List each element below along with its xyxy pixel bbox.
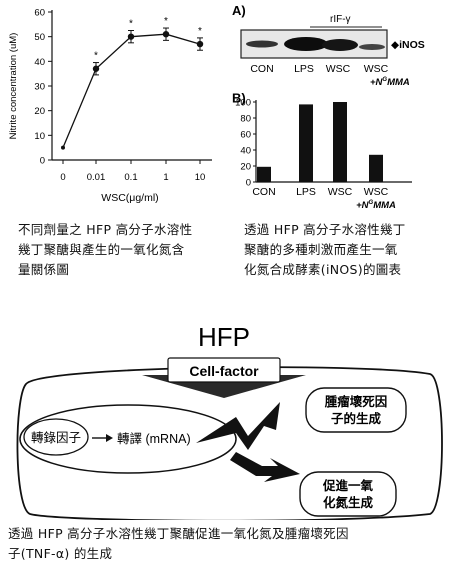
hfp-mechanism-diagram: HFP Cell-factor 轉錄因子 轉譯 (mRNA) 腫瘤壞死因 子的生… [16,322,443,520]
y-tick-label: 30 [34,82,45,93]
data-point [61,145,65,150]
caption-bottom-line: 透過 HFP 高分子水溶性幾丁聚醣促進一氧化氮及腫瘤壞死因 [8,526,349,541]
bar [299,104,313,182]
y-tick-label: 20 [240,162,251,173]
caption-left-line: 幾丁聚醣與產生的一氧化氮含 [18,242,185,257]
data-point [162,31,170,38]
x-tick-label: WSC [328,186,353,198]
y-tick-label: 80 [240,114,251,125]
bar [257,166,271,182]
y-tick-label: 20 [34,106,45,117]
blot-band-con [246,40,278,48]
caption-bottom-line: 子(TNF-α) 的生成 [8,546,113,561]
y-tick-label: 100 [235,98,251,109]
x-tick-label: 10 [195,172,206,183]
panel-label-b: B) [232,91,246,106]
treatment-label: rIF-γ [330,14,351,25]
y-tick-label: 60 [240,130,251,141]
arrow-to-tnf [196,402,280,450]
y-tick-label: 50 [34,32,45,43]
caption-right-line: 聚醣的多種刺激而產生一氧 [244,242,398,257]
y-tick-label: 10 [34,131,45,142]
bar [333,102,347,182]
caption-bottom: 透過 HFP 高分子水溶性幾丁聚醣促進一氧化氮及腫瘤壞死因 子(TNF-α) 的… [8,524,448,564]
blot-band-wsc [322,39,358,51]
series-line [62,33,201,148]
blot-lane-lps: LPS [294,63,314,75]
outcome-no-line: 化氮生成 [323,495,374,510]
significance-mark: * [129,19,133,30]
y-tick-label: 40 [240,146,251,157]
x-tick-label: 0 [60,172,65,183]
x-tick-label: CON [252,186,275,198]
caption-right-line: 透過 HFP 高分子水溶性幾丁 [244,222,406,237]
bar-category-suffix: +NGMMA [356,200,396,211]
blot-lane-wsc-nmma: WSC [364,63,389,75]
outcome-no-box [299,471,397,517]
transcription-factor-label: 轉錄因子 [31,430,81,445]
data-point [127,33,135,40]
tf-arrow-head [106,434,113,442]
x-tick-label: WSC [364,186,389,198]
x-tick-label: 0.1 [124,172,137,183]
data-point [196,40,204,48]
blot-lane-con: CON [250,63,273,75]
transcription-factor-oval [23,418,89,456]
significance-mark: * [164,16,168,27]
cell-factor-label: Cell-factor [189,363,259,379]
y-axis-label: Nitrite concentration (uM) [8,33,19,140]
y-tick-label: 40 [34,57,45,68]
x-tick-label: 1 [163,172,168,183]
blot-lane-suffix: +NGMMA [370,77,410,88]
panel-label-a: A) [232,3,246,18]
band-label-inos: ◆iNOS [391,39,425,51]
y-tick-label: 0 [246,178,251,189]
caption-left: 不同劑量之 HFP 高分子水溶性 幾丁聚醣與產生的一氧化氮含 量關係圖 [18,220,228,280]
caption-right: 透過 HFP 高分子水溶性幾丁 聚醣的多種刺激而產生一氧 化氮合成酵素(iNOS… [244,220,449,280]
x-axis-label: WSC(μg/ml) [101,192,158,204]
x-tick-label: LPS [296,186,316,198]
outcome-no-line: 促進一氧 [322,478,374,493]
outcome-tnf-line: 腫瘤壞死因 [325,394,388,409]
arrow-to-no [230,452,300,482]
y-tick-label: 60 [34,8,45,19]
diagram-title: HFP [198,322,250,352]
inos-blot-panel: A) rIF-γ ◆iNOS CON LPS WSC WSC +NGMMA [232,3,425,88]
transcription-text: 轉譯 (mRNA) [117,431,191,446]
significance-mark: * [94,51,98,62]
data-point [92,65,100,72]
blot-band-lps [284,37,328,51]
caption-right-line: 化氮合成酵素(iNOS)的圖表 [244,262,402,277]
outcome-tnf-line: 子的生成 [331,411,382,426]
bar [369,154,383,182]
nucleus [19,404,237,474]
significance-mark: * [198,26,202,37]
x-tick-label: 0.01 [87,172,106,183]
caption-left-line: 不同劑量之 HFP 高分子水溶性 [18,222,193,237]
outcome-tnf-box [305,387,407,433]
cell-factor-box [167,357,281,383]
y-tick-label: 0 [40,156,45,167]
caption-left-line: 量關係圖 [18,262,70,277]
blot-band-wsc-nmma [359,44,385,50]
blot-lane-wsc: WSC [326,63,351,75]
